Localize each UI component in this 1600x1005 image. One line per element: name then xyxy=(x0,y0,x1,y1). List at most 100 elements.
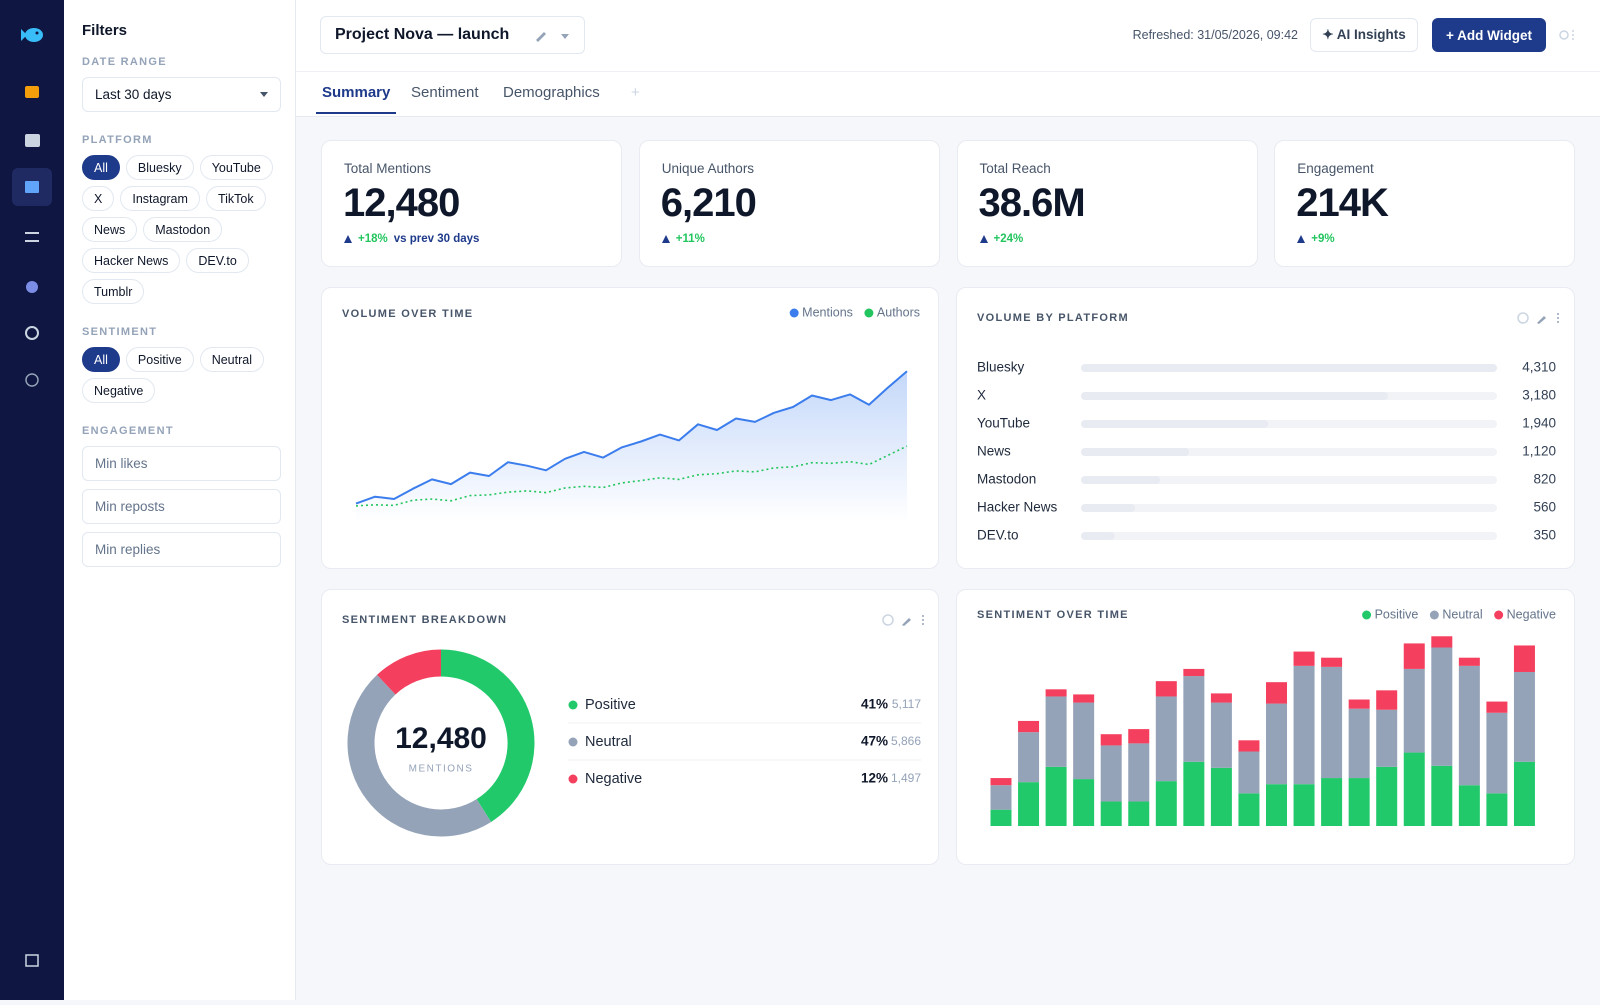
collapse-icon[interactable] xyxy=(25,954,39,967)
kpi-delta: +9% xyxy=(1297,233,1335,245)
filter-chip[interactable]: Negative xyxy=(82,378,156,403)
donut-caption: MENTIONS xyxy=(409,764,474,775)
swap-icon[interactable] xyxy=(25,232,39,242)
bar-segment xyxy=(1321,778,1343,826)
bar-track xyxy=(1081,504,1497,512)
chart-title: SENTIMENT BREAKDOWN xyxy=(342,614,507,626)
bar-segment xyxy=(1486,701,1508,713)
bar-segment xyxy=(1073,702,1095,780)
bar-segment xyxy=(1128,729,1150,744)
widget-card: VOLUME OVER TIME Authors Mentions xyxy=(321,287,939,569)
help-icon[interactable] xyxy=(25,373,39,387)
bar-label: X xyxy=(977,388,986,403)
filter-chip[interactable]: TikTok xyxy=(205,186,266,211)
legend-dot xyxy=(1494,610,1504,620)
tab-underline xyxy=(316,112,396,114)
up-arrow xyxy=(661,235,670,243)
legend-dot xyxy=(568,774,578,784)
chart-title: SENTIMENT OVER TIME xyxy=(977,609,1129,621)
bar-segment xyxy=(1045,696,1067,767)
bar-segment xyxy=(1266,682,1287,704)
up-arrow xyxy=(979,235,988,243)
table-icon xyxy=(25,181,39,193)
add-tab[interactable]: + xyxy=(631,84,640,101)
bar-segment xyxy=(1018,720,1040,733)
filter-chip[interactable]: All xyxy=(82,155,120,180)
filter-chip[interactable]: Instagram xyxy=(120,186,200,211)
bar-label: DEV.to xyxy=(977,528,1019,543)
bar-segment xyxy=(1128,801,1150,826)
menu-dot xyxy=(1557,317,1559,319)
section-label: ENGAGEMENT xyxy=(82,425,174,437)
filter-chip[interactable]: All xyxy=(82,347,120,372)
filter-chip[interactable]: Hacker News xyxy=(82,248,181,273)
refresh-icon xyxy=(882,614,894,626)
filter-chip[interactable]: Bluesky xyxy=(125,155,194,180)
bar-segment xyxy=(1348,699,1370,709)
kpi-label: Unique Authors xyxy=(661,161,755,176)
section-label: SENTIMENT xyxy=(82,326,158,338)
bar xyxy=(1081,532,1115,540)
trend-icon[interactable] xyxy=(25,134,40,147)
kpi-label: Engagement xyxy=(1297,161,1374,176)
project-select[interactable]: Project Nova — launch xyxy=(320,16,585,54)
content: Total Mentions 12,480 +18% vs prev 30 days U… xyxy=(321,140,1576,870)
settings-icon[interactable] xyxy=(25,326,39,340)
widget-card: SENTIMENT BREAKDOWN Positive 41% 5,117 Neutr… xyxy=(321,589,939,865)
filter-chip[interactable]: X xyxy=(82,186,115,211)
ai-insights-button[interactable]: ✦ AI Insights xyxy=(1310,18,1418,52)
delta-note: vs prev 30 days xyxy=(393,233,480,245)
header: Project Nova — launch Refreshed: 31/05/2… xyxy=(296,0,1600,72)
bar-segment xyxy=(1155,781,1177,826)
filters-title: Filters xyxy=(82,22,128,39)
section-label: PLATFORM xyxy=(82,134,153,146)
kpi-card: Total Mentions 12,480 +18% vs prev 30 days xyxy=(321,140,622,267)
bar-value: 560 xyxy=(1533,500,1556,515)
bar-segment xyxy=(1486,712,1508,794)
engagement-input[interactable]: Min likes xyxy=(82,446,281,481)
filter-chip[interactable]: Neutral xyxy=(199,347,264,372)
kpi-value: 214K xyxy=(1296,181,1389,225)
edit-icon xyxy=(1537,316,1546,324)
users-icon[interactable] xyxy=(26,281,38,293)
engagement-input[interactable]: Min reposts xyxy=(82,489,281,524)
up-arrow xyxy=(344,235,352,243)
bar-segment xyxy=(1403,643,1425,669)
more-icon[interactable] xyxy=(1558,28,1578,42)
legend-label: Positive xyxy=(1375,607,1419,621)
kpi-delta: +18% vs prev 30 days xyxy=(344,233,479,245)
add-widget-button[interactable]: + Add Widget xyxy=(1432,18,1546,52)
legend-dot xyxy=(1429,610,1439,620)
filter-chip[interactable]: YouTube xyxy=(199,155,273,180)
menu-dot xyxy=(922,619,924,621)
home-icon[interactable] xyxy=(25,86,39,98)
bar-segment xyxy=(1238,740,1260,752)
arrow-shape xyxy=(979,235,988,243)
delta-value: +24% xyxy=(993,233,1024,245)
date-select[interactable]: Last 30 days xyxy=(82,77,281,112)
engagement-inputs: Min likes Min reposts Min replies xyxy=(82,446,281,567)
widget-tools[interactable] xyxy=(882,614,924,626)
bar-segment xyxy=(1403,752,1425,826)
bar xyxy=(1081,420,1269,428)
chart-title: VOLUME OVER TIME xyxy=(342,308,473,320)
bar-segment xyxy=(1458,665,1480,786)
filter-chip[interactable]: Mastodon xyxy=(143,217,223,242)
filter-chip[interactable]: Positive xyxy=(125,347,194,372)
tab[interactable]: Demographics xyxy=(503,84,600,101)
bar-segment xyxy=(1266,703,1287,785)
nav-rail xyxy=(0,0,64,1000)
filter-chip[interactable]: DEV.to xyxy=(186,248,249,273)
edit-icon xyxy=(902,618,911,626)
tab[interactable]: Sentiment xyxy=(411,84,479,101)
widget-card: VOLUME BY PLATFORM Bluesky 4,310 X 3,180 YouT… xyxy=(956,287,1575,569)
widget-tools[interactable] xyxy=(1517,312,1559,324)
bar-segment xyxy=(1183,676,1205,762)
engagement-input[interactable]: Min replies xyxy=(82,532,281,567)
filter-chip[interactable]: Tumblr xyxy=(82,279,145,304)
donut-total: 12,480 xyxy=(395,722,487,755)
filter-chip[interactable]: News xyxy=(82,217,138,242)
bar-segment xyxy=(1486,793,1508,826)
widget: SENTIMENT OVER TIME Negative Neutral Positi… xyxy=(977,607,1556,826)
tab[interactable]: Summary xyxy=(322,84,391,101)
